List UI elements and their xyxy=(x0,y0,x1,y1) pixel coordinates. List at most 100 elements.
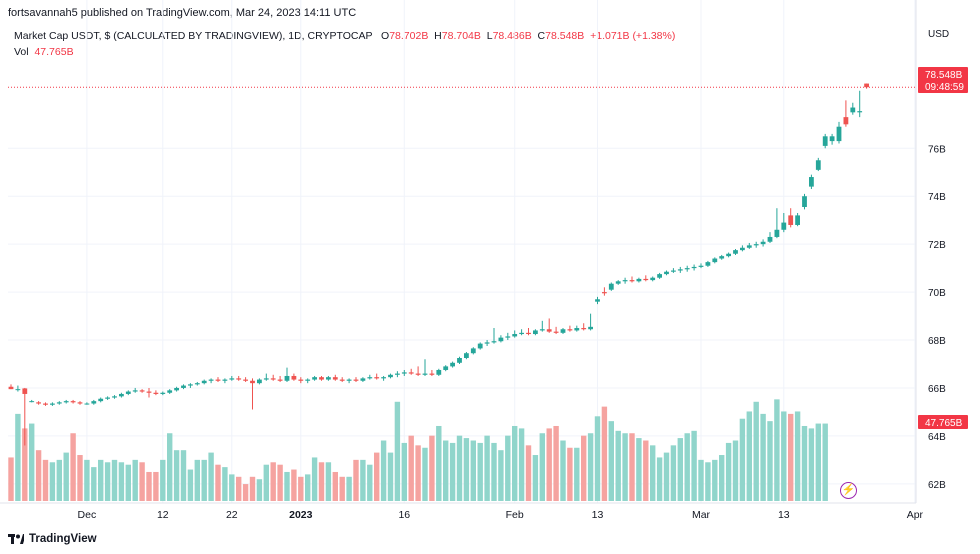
y-tick-label: 64B xyxy=(928,432,946,443)
candle-body xyxy=(740,247,745,251)
volume-bar xyxy=(332,471,338,501)
x-tick-label: 2023 xyxy=(289,509,313,521)
volume-bar xyxy=(201,459,207,501)
x-tick-label: 12 xyxy=(157,509,169,521)
candle-body xyxy=(712,258,718,263)
candle-body xyxy=(36,402,41,404)
volume-bar xyxy=(160,459,166,501)
volume-bar xyxy=(498,450,504,501)
symbol-title[interactable]: Market Cap USDT, $ (CALCULATED BY TRADIN… xyxy=(14,30,373,42)
candle-body xyxy=(643,278,649,281)
volume-bar xyxy=(677,438,683,501)
volume-bar xyxy=(477,442,483,501)
volume-bar xyxy=(615,430,621,501)
candle-body xyxy=(567,329,573,331)
volume-bar xyxy=(581,435,587,501)
volume-bar xyxy=(746,411,752,501)
volume-bar xyxy=(111,459,118,501)
candle-body xyxy=(395,373,400,375)
x-tick-label: Mar xyxy=(692,509,711,521)
open-label: O xyxy=(381,30,390,42)
volume-bar xyxy=(173,450,180,501)
volume-bar xyxy=(643,440,649,501)
volume-bar xyxy=(194,459,200,501)
volume-bar xyxy=(587,433,594,501)
x-tick-label: Apr xyxy=(907,509,924,521)
volume-bar xyxy=(822,423,828,501)
volume-bar xyxy=(567,447,573,501)
volume-bar xyxy=(311,457,318,501)
volume-bar xyxy=(42,459,49,501)
candle-body xyxy=(429,373,435,375)
candle-body xyxy=(450,362,455,367)
candle-body xyxy=(319,377,324,380)
candle-body xyxy=(339,379,345,381)
volume-bar xyxy=(401,442,407,501)
volume-bar xyxy=(35,450,42,501)
candle-body xyxy=(733,250,738,254)
candle-body xyxy=(760,241,766,245)
candle-body xyxy=(119,393,124,397)
volume-bar xyxy=(422,447,428,501)
candle-body xyxy=(457,357,462,363)
candle-body xyxy=(215,379,221,381)
candle-body xyxy=(622,280,628,282)
candle-body xyxy=(263,378,269,380)
volume-bar xyxy=(663,452,670,501)
volume-bar xyxy=(449,442,456,501)
candle-body xyxy=(615,281,621,284)
candle-body xyxy=(802,196,807,208)
lightning-icon[interactable]: ⚡ xyxy=(840,482,857,499)
candle-body xyxy=(181,385,186,388)
candle-body xyxy=(788,215,794,225)
high-label: H xyxy=(434,30,442,42)
volume-bar xyxy=(339,476,345,501)
low-label: L xyxy=(486,30,493,42)
candle-body xyxy=(236,378,242,380)
volume-label[interactable]: Vol xyxy=(14,46,29,58)
volume-bar xyxy=(601,406,608,501)
volume-bar xyxy=(456,435,463,501)
volume-bar xyxy=(208,452,214,501)
volume-bar xyxy=(415,445,421,501)
volume-bar xyxy=(104,462,111,501)
volume-bar xyxy=(463,438,470,501)
volume-bar xyxy=(594,416,601,501)
candle-body xyxy=(519,332,524,335)
volume-tag: 47.765B xyxy=(918,415,968,429)
volume-bar xyxy=(263,464,269,501)
candle-body xyxy=(305,379,311,381)
candle-body xyxy=(194,383,200,385)
candle-body xyxy=(401,372,407,374)
candle-body xyxy=(332,377,338,380)
y-tick-label: 66B xyxy=(928,384,946,395)
candle-body xyxy=(822,136,828,146)
volume-bar xyxy=(753,401,759,501)
volume-bar xyxy=(794,411,801,501)
candle-body xyxy=(560,329,566,333)
volume-bar xyxy=(656,457,663,501)
candle-body xyxy=(360,378,366,381)
volume-bar xyxy=(781,411,787,501)
candle-body xyxy=(470,348,476,354)
candle-body xyxy=(581,328,587,330)
candle-body xyxy=(84,403,90,405)
volume-bar xyxy=(15,413,21,501)
close-label: C xyxy=(537,30,546,42)
volume-bar xyxy=(346,476,352,501)
candle-body xyxy=(719,256,725,259)
candle-body xyxy=(422,373,428,375)
volume-bar xyxy=(394,401,401,501)
candle-body xyxy=(374,377,380,379)
y-tick-label: 62B xyxy=(928,480,946,491)
volume-bar xyxy=(291,469,297,501)
candle-body xyxy=(77,402,83,404)
candle-body xyxy=(139,390,145,392)
candle-body xyxy=(443,366,449,370)
volume-bar xyxy=(629,433,635,501)
candle-body xyxy=(546,329,552,332)
footer-brand[interactable]: TradingView xyxy=(29,533,97,545)
x-tick-label: Dec xyxy=(78,509,97,521)
volume-bar xyxy=(139,462,145,501)
